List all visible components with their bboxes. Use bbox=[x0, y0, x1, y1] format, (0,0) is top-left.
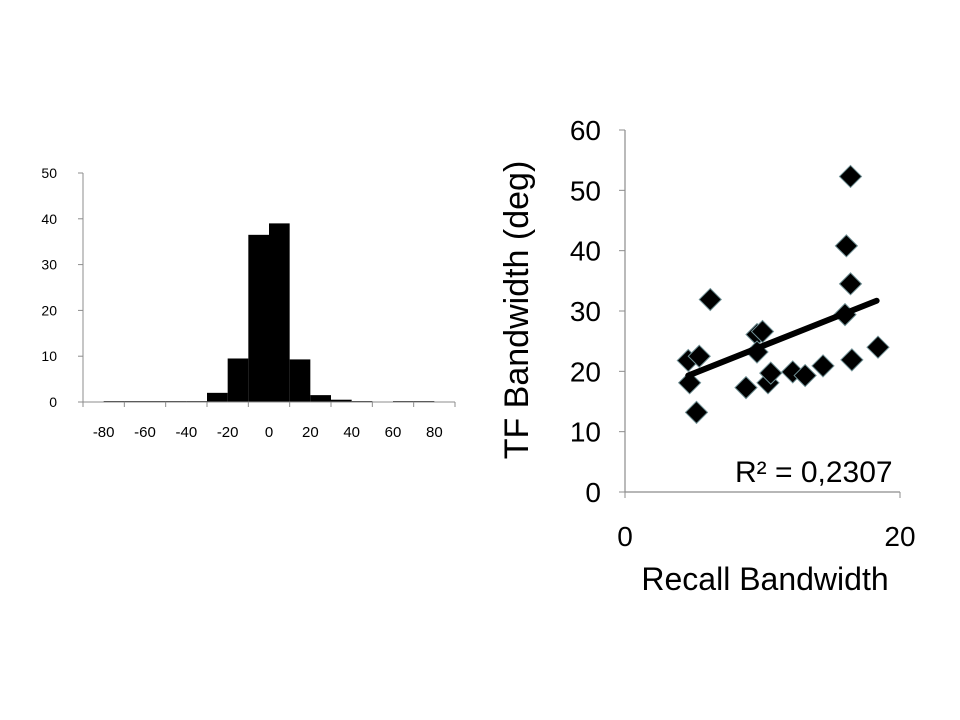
histogram-bar bbox=[289, 359, 311, 402]
histogram-bar bbox=[248, 234, 269, 402]
scatter-point bbox=[684, 400, 709, 425]
scatter-point bbox=[793, 363, 817, 388]
scatter-chart: 0 10 20 30 40 50 60 0 20 R² = 0,2307 Recall Bandwi… bbox=[498, 115, 916, 597]
y-tick-label: 10 bbox=[41, 348, 57, 364]
trendline bbox=[685, 297, 880, 379]
r-squared-annotation: R² = 0,2307 bbox=[735, 456, 893, 489]
y-tick-label: 30 bbox=[570, 296, 601, 327]
y-tick-label: 50 bbox=[570, 175, 601, 206]
y-tick-label: 0 bbox=[585, 477, 601, 508]
scatter-point bbox=[759, 361, 783, 385]
scatter-point bbox=[838, 272, 863, 296]
x-tick-label: 40 bbox=[343, 424, 360, 441]
x-tick-label: 20 bbox=[302, 424, 319, 441]
x-tick-label: 0 bbox=[265, 424, 273, 441]
y-tick-label: 20 bbox=[41, 302, 57, 318]
y-tick-label: 50 bbox=[41, 165, 57, 181]
x-tick-label: -80 bbox=[93, 424, 115, 441]
x-tick-label: 60 bbox=[385, 424, 402, 441]
scatter-point bbox=[838, 164, 863, 189]
y-axis-title: TF Bandwidth (deg) bbox=[498, 161, 536, 460]
y-tick-label: 40 bbox=[41, 211, 57, 227]
histogram-bar bbox=[227, 358, 249, 402]
x-axis-title: Recall Bandwidth bbox=[641, 561, 888, 597]
x-tick-label: -20 bbox=[217, 424, 239, 441]
y-tick-label: 20 bbox=[570, 356, 601, 387]
y-tick-label: 30 bbox=[41, 257, 57, 273]
histogram-bar bbox=[269, 223, 290, 402]
histogram-bar bbox=[207, 392, 228, 402]
x-tick-label: 0 bbox=[617, 521, 633, 552]
scatter-point bbox=[811, 354, 835, 378]
x-tick-label: 20 bbox=[884, 521, 915, 552]
scatter-point bbox=[834, 234, 859, 258]
scatter-point bbox=[840, 348, 864, 372]
x-tick-label: -60 bbox=[134, 424, 156, 441]
histogram-bar bbox=[331, 399, 352, 402]
y-tick-label: 10 bbox=[570, 417, 601, 448]
scatter-point bbox=[698, 287, 722, 312]
scatter-point bbox=[677, 371, 702, 395]
x-tick-label: 80 bbox=[426, 424, 443, 441]
scatter-point bbox=[687, 344, 711, 368]
scatter-point bbox=[750, 319, 775, 344]
histogram-chart: 0 10 20 30 40 50 -80 -60 -40 -20 0 20 40 60 80 bbox=[41, 165, 456, 441]
y-tick-label: 0 bbox=[49, 394, 57, 410]
histogram-bar bbox=[310, 395, 331, 402]
y-tick-label: 60 bbox=[570, 115, 601, 146]
scatter-point bbox=[866, 335, 890, 359]
x-tick-label: -40 bbox=[175, 424, 197, 441]
scatter-point bbox=[734, 375, 758, 400]
y-tick-label: 40 bbox=[570, 236, 601, 267]
